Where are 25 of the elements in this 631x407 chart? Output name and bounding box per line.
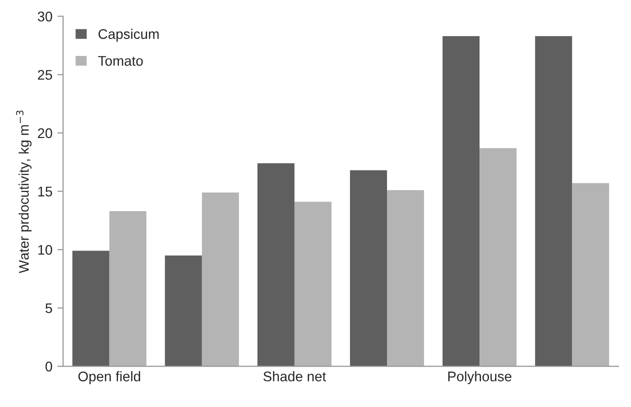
bar: [257, 163, 294, 366]
y-tick-label: 30: [38, 12, 52, 22]
bar: [294, 202, 332, 366]
y-tick-label: 20: [38, 128, 52, 138]
legend-label: Capsicum: [98, 28, 159, 42]
x-tick-label: Polyhouse: [448, 371, 512, 384]
bar: [387, 190, 424, 366]
bar: [350, 170, 388, 366]
bar: [72, 250, 110, 366]
y-tick-label: 0: [46, 362, 52, 372]
bar: [202, 192, 239, 366]
bar: [109, 211, 146, 366]
bar: [164, 255, 202, 366]
bar: [480, 148, 517, 366]
bar: [442, 36, 480, 366]
bar: [535, 36, 572, 366]
bar: [572, 183, 610, 366]
legend-label: Tomato: [98, 56, 143, 66]
y-tick-label: 5: [46, 303, 52, 314]
y-tick-label: 15: [38, 186, 52, 196]
y-tick-label: 10: [38, 244, 52, 255]
y-axis-title: Water prdocutivity, kg m$^{−3}$: [16, 110, 32, 274]
x-tick-label: Open field: [78, 371, 140, 384]
x-tick-label: Shade net: [263, 371, 326, 382]
y-tick-label: 25: [38, 70, 52, 80]
